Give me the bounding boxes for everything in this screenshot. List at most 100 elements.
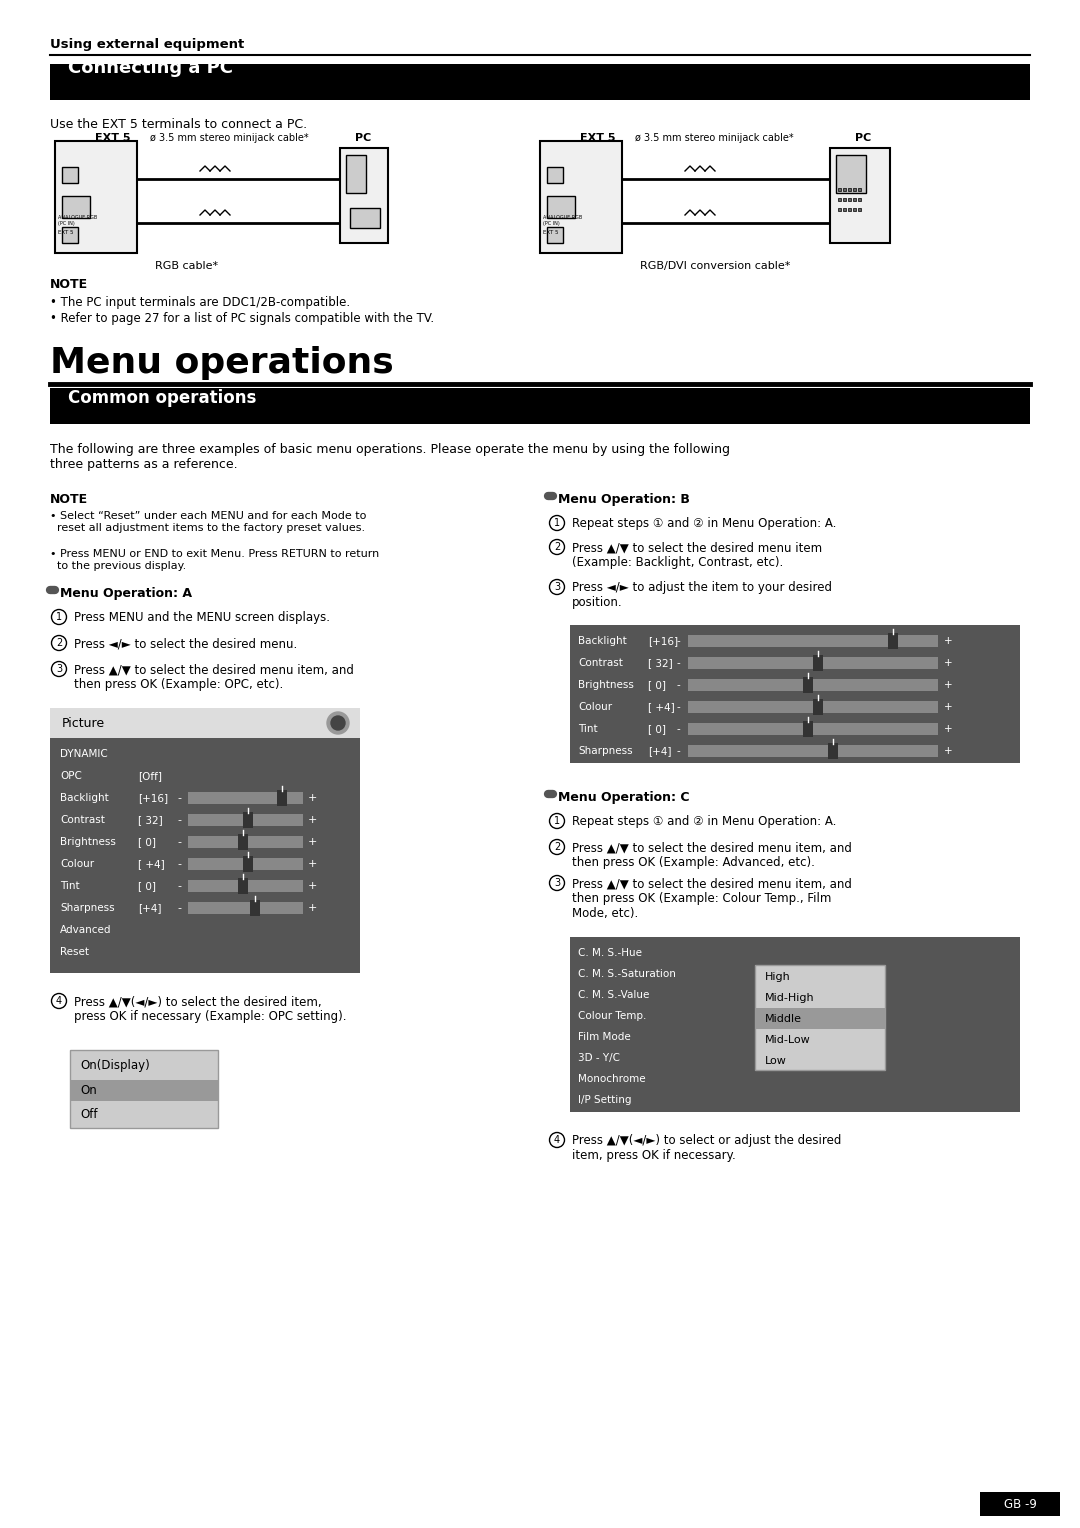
Text: Backlight: Backlight [60, 793, 109, 804]
Text: C. M. S.-Value: C. M. S.-Value [578, 990, 649, 999]
Bar [62, 196, 90, 219]
Text: On: On [80, 1083, 97, 1097]
Bar [188, 836, 303, 848]
Bar [70, 1050, 218, 1128]
Circle shape [330, 717, 345, 730]
Text: Contrast: Contrast [578, 659, 623, 668]
Text: C. M. S.-Hue: C. M. S.-Hue [578, 947, 642, 958]
Text: [+4]: [+4] [648, 746, 672, 756]
Text: 4: 4 [56, 996, 62, 1005]
Text: +: + [308, 882, 316, 891]
Text: Low: Low [765, 1056, 787, 1067]
Text: Tint: Tint [60, 882, 80, 891]
Text: +: + [944, 724, 953, 733]
Text: Advanced: Advanced [60, 924, 111, 935]
Text: +: + [944, 680, 953, 691]
Text: [ 0]: [ 0] [648, 724, 666, 733]
Bar [755, 966, 885, 1070]
Bar [848, 208, 851, 211]
Text: Using external equipment: Using external equipment [50, 38, 244, 50]
Bar [546, 167, 563, 183]
Text: Off: Off [80, 1108, 97, 1120]
Text: 2: 2 [56, 639, 63, 648]
Text: Brightness: Brightness [60, 837, 116, 847]
Bar [239, 879, 248, 894]
Text: -: - [676, 659, 680, 668]
Text: +: + [308, 903, 316, 914]
Text: EXT 5: EXT 5 [580, 133, 616, 144]
Bar [50, 388, 1030, 423]
Bar [340, 148, 388, 243]
Bar [62, 167, 78, 183]
Bar [540, 141, 622, 254]
Bar [350, 208, 380, 228]
Bar [848, 188, 851, 191]
Bar [70, 1080, 218, 1102]
Text: Repeat steps ① and ② in Menu Operation: A.: Repeat steps ① and ② in Menu Operation: … [572, 516, 836, 530]
Text: [ 0]: [ 0] [138, 882, 156, 891]
Text: Press ◄/► to adjust the item to your desired
position.: Press ◄/► to adjust the item to your des… [572, 581, 832, 610]
Text: -: - [676, 724, 680, 733]
Text: -: - [177, 882, 181, 891]
Bar [239, 834, 248, 850]
Bar [838, 188, 841, 191]
Bar [50, 64, 1030, 99]
Text: 4: 4 [554, 1135, 561, 1144]
Text: Menu Operation: A: Menu Operation: A [60, 587, 192, 601]
Bar [843, 199, 846, 202]
Bar [50, 707, 360, 973]
Bar [188, 902, 303, 914]
Text: Press ▲/▼(◄/►) to select or adjust the desired
item, press OK if necessary.: Press ▲/▼(◄/►) to select or adjust the d… [572, 1134, 841, 1161]
Text: +: + [944, 636, 953, 646]
Text: -: - [676, 636, 680, 646]
Text: 1: 1 [554, 518, 561, 529]
Text: Press ▲/▼ to select the desired menu item, and
then press OK (Example: Colour Te: Press ▲/▼ to select the desired menu ite… [572, 877, 852, 920]
Text: 2: 2 [554, 842, 561, 853]
Text: +: + [308, 814, 316, 825]
Text: [ 32]: [ 32] [138, 814, 163, 825]
Text: [+16]: [+16] [138, 793, 168, 804]
Bar [278, 790, 287, 805]
Text: Menu Operation: C: Menu Operation: C [558, 792, 689, 804]
Bar [858, 188, 861, 191]
Text: ø 3.5 mm stereo minijack cable*: ø 3.5 mm stereo minijack cable* [150, 133, 309, 144]
Text: +: + [308, 793, 316, 804]
Bar [843, 188, 846, 191]
Text: Colour: Colour [578, 701, 612, 712]
Text: I/P Setting: I/P Setting [578, 1096, 632, 1105]
Text: OPC: OPC [60, 772, 82, 781]
Text: -: - [177, 903, 181, 914]
Text: 1: 1 [554, 816, 561, 827]
Bar [755, 1008, 885, 1028]
Bar [50, 707, 360, 738]
Text: The following are three examples of basic menu operations. Please operate the me: The following are three examples of basi… [50, 443, 730, 471]
Text: +: + [308, 859, 316, 869]
Text: [+16]: [+16] [648, 636, 678, 646]
Bar [546, 228, 563, 243]
Bar [836, 154, 866, 193]
Text: ø 3.5 mm stereo minijack cable*: ø 3.5 mm stereo minijack cable* [635, 133, 794, 144]
Text: GB -9: GB -9 [1003, 1497, 1037, 1511]
Bar [838, 208, 841, 211]
Text: C. M. S.-Saturation: C. M. S.-Saturation [578, 969, 676, 979]
Text: -: - [676, 746, 680, 756]
Text: Contrast: Contrast [60, 814, 105, 825]
Bar [55, 141, 137, 254]
Text: -: - [676, 680, 680, 691]
Bar [853, 208, 856, 211]
Text: ANALOGUE RGB
(PC IN): ANALOGUE RGB (PC IN) [543, 215, 582, 226]
Text: Colour Temp.: Colour Temp. [578, 1012, 646, 1021]
Bar [888, 633, 897, 649]
Text: • Refer to page 27 for a list of PC signals compatible with the TV.: • Refer to page 27 for a list of PC sign… [50, 312, 434, 325]
Text: On(Display): On(Display) [80, 1059, 150, 1073]
Text: -: - [177, 793, 181, 804]
Text: Reset: Reset [60, 947, 89, 957]
Text: Backlight: Backlight [578, 636, 626, 646]
Text: Menu operations: Menu operations [50, 345, 394, 380]
Text: Middle: Middle [765, 1015, 802, 1024]
Bar [570, 937, 1020, 1112]
Text: 3D - Y/C: 3D - Y/C [578, 1053, 620, 1063]
Text: Connecting a PC: Connecting a PC [68, 60, 233, 76]
Bar [980, 1491, 1059, 1516]
Text: +: + [944, 701, 953, 712]
